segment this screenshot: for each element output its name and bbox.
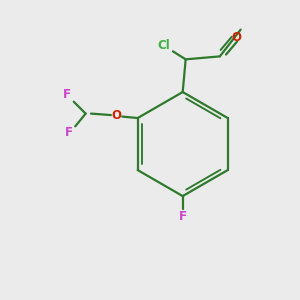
Text: O: O [231, 31, 241, 44]
Text: F: F [179, 210, 187, 223]
Text: F: F [65, 126, 73, 140]
Text: Cl: Cl [157, 40, 170, 52]
Text: O: O [112, 109, 122, 122]
Text: F: F [63, 88, 71, 101]
